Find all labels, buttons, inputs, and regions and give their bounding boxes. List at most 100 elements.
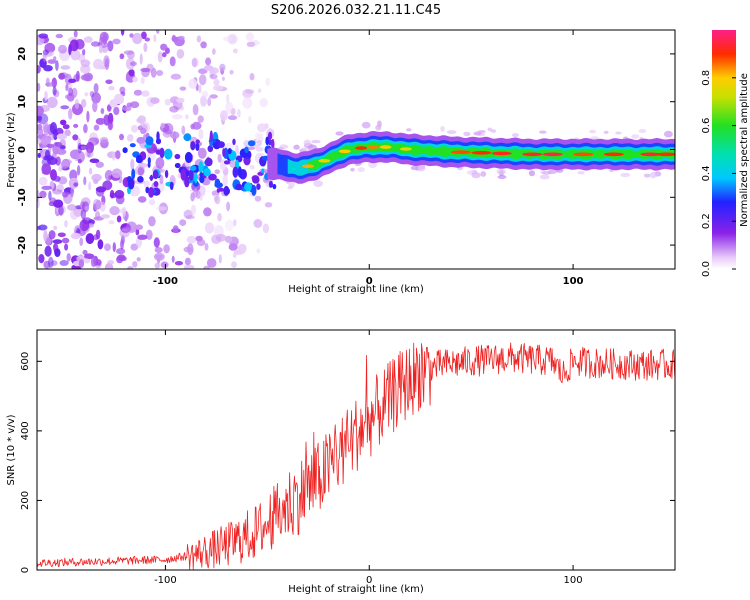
ridge-hotspot (338, 149, 351, 154)
spectrogram-noise-blob (144, 37, 150, 42)
spectrogram-noise-blob (37, 137, 41, 145)
spectrogram-haze-blob (311, 140, 321, 144)
spectrogram-haze-blob (631, 134, 640, 139)
spectrogram-noise-blob (135, 228, 140, 236)
ridge-hotspot (318, 159, 331, 163)
spectrogram-noise-blob (169, 106, 179, 113)
spectrogram-noise-blob (176, 49, 185, 59)
spectrogram-noise-blob (52, 189, 63, 195)
spectrogram-noise-blob (72, 134, 79, 141)
spectrogram-noise-blob (195, 235, 203, 242)
spectrogram-noise-blob (231, 261, 237, 268)
spectrogram-noise-blob (104, 169, 113, 181)
spectrogram-noise-blob (143, 42, 148, 53)
spectrogram-noise-blob (264, 202, 273, 208)
spectrogram-noise-blob (254, 132, 263, 138)
spectrogram-noise-blob (217, 212, 222, 222)
spectrogram-noise-blob (51, 77, 57, 88)
spectrogram-noise-blob (108, 120, 113, 131)
spectrogram-noise-blob (227, 115, 238, 121)
spectrogram-noise-blob (80, 74, 92, 81)
spectrogram-noise-blob (75, 70, 80, 82)
spectrogram-signal-blob (216, 188, 221, 193)
spectrogram-xtick-label: 0 (366, 276, 373, 287)
spectrogram-signal-blob (205, 157, 213, 167)
snr-xlabel: Height of straight line (km) (288, 584, 424, 595)
spectrogram-signal-blob (217, 141, 225, 149)
spectrogram-haze-blob (643, 173, 651, 178)
spectrogram-signal-blob (209, 130, 213, 143)
spectrogram-noise-blob (58, 44, 67, 54)
spectrogram-noise-blob (214, 169, 220, 175)
spectrogram-signal-blob (195, 139, 200, 144)
spectrogram-noise-blob (246, 41, 256, 47)
spectrogram-noise-blob (76, 255, 86, 262)
spectrogram-noise-blob (108, 86, 115, 91)
spectrogram-noise-blob (183, 246, 192, 253)
spectrogram-noise-blob (200, 95, 207, 107)
spectrogram-noise-blob (191, 204, 196, 216)
spectrogram-noise-blob (116, 248, 126, 255)
spectrogram-noise-blob (259, 98, 269, 108)
spectrogram-noise-blob (191, 121, 202, 130)
spectrogram-noise-blob (150, 97, 160, 104)
spectrogram-noise-blob (66, 252, 71, 262)
spectrogram-noise-blob (137, 166, 145, 176)
ridge-hotspot (573, 152, 594, 157)
spectrogram-noise-blob (171, 114, 183, 120)
spectrogram-noise-blob (184, 257, 191, 266)
spectrogram-noise-blob (219, 110, 228, 121)
spectrogram-signal-blob (129, 143, 136, 148)
spectrogram-noise-blob (69, 39, 79, 52)
spectrogram-noise-blob (80, 64, 91, 74)
spectrogram-haze-blob (256, 139, 263, 147)
spectrogram-noise-blob (204, 222, 215, 234)
spectrogram-signal-blob (131, 168, 136, 180)
snr-ytick-label: 200 (20, 491, 31, 510)
spectrogram-noise-blob (53, 243, 57, 251)
spectrogram-noise-blob (198, 128, 204, 140)
spectrogram-noise-blob (74, 98, 80, 110)
spectrogram-noise-blob (248, 115, 252, 124)
spectrogram-signal-blob (194, 172, 198, 184)
spectrogram-noise-blob (99, 136, 109, 144)
spectrogram-noise-blob (196, 190, 201, 199)
spectrogram-haze-blob (603, 130, 609, 134)
colorbar-gradient (712, 30, 736, 269)
spectrogram-signal-blob (244, 146, 249, 154)
spectrogram-noise-blob (192, 104, 199, 116)
spectrogram-noise-blob (99, 45, 103, 54)
spectrogram-noise-blob (172, 225, 179, 234)
spectrogram-signal-blob (227, 148, 232, 155)
spectrogram-noise-blob (214, 195, 221, 205)
spectrogram-noise-blob (127, 134, 134, 142)
spectrogram-noise-blob (159, 174, 164, 185)
spectrogram-signal-blob (128, 178, 135, 190)
spectrogram-noise-blob (237, 243, 247, 254)
spectrogram-noise-blob (52, 86, 57, 96)
spectrogram-haze-blob (664, 130, 673, 138)
spectrogram-noise-blob (169, 56, 176, 67)
colorbar-tick-label: 0.6 (701, 118, 712, 134)
spectrogram-noise-blob (190, 192, 195, 202)
spectrogram-noise-blob (95, 229, 101, 240)
spectrogram-noise-blob (245, 32, 254, 42)
spectrogram-noise-blob (73, 182, 79, 187)
spectrogram-noise-blob (265, 77, 271, 87)
spectrogram-noise-blob (42, 50, 47, 63)
spectrogram-xtick-label: -100 (153, 276, 178, 287)
spectrogram-noise-blob (225, 101, 234, 114)
spectrogram-ytick-label: 0 (17, 146, 28, 153)
spectrogram-noise-blob (48, 190, 52, 201)
spectrogram-noise-blob (48, 133, 55, 141)
spectrogram-noise-blob (102, 33, 108, 45)
spectrogram-noise-blob (218, 254, 222, 264)
spectrogram-noise-blob (196, 35, 202, 43)
spectrogram-noise-blob (109, 206, 120, 216)
spectrogram-haze-blob (249, 165, 255, 170)
spectrogram-noise-blob (130, 158, 135, 170)
ridge-hotspot (656, 152, 675, 157)
spectrogram-noise-blob (203, 207, 212, 217)
spectrogram-noise-blob (48, 51, 55, 56)
spectrogram-noise-blob (37, 65, 41, 74)
